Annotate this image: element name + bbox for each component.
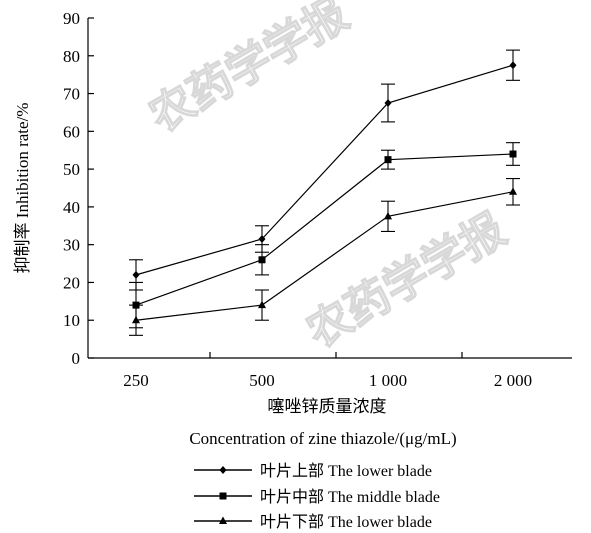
series-line [135, 191, 514, 321]
y-tick-label: 50 [63, 160, 80, 179]
y-ticks: 0 10 20 30 40 50 60 70 80 90 [63, 9, 94, 368]
legend-marker [219, 516, 227, 524]
legend-item-1: 叶片上部 The lower blade [194, 462, 432, 480]
data-point [258, 235, 266, 243]
legend-item-2: 叶片中部 The middle blade [194, 488, 440, 506]
legend-item-3: 叶片下部 The lower blade [194, 513, 432, 531]
y-tick-label: 20 [63, 273, 80, 292]
data-point [509, 61, 517, 70]
x-tick-label: 1 000 [369, 371, 407, 390]
plot-area: 0 10 20 30 40 50 60 70 80 90 250 500 1 000 2 000 [63, 9, 572, 390]
series-3 [129, 178, 520, 336]
y-tick-label: 90 [63, 9, 80, 28]
x-tick-label: 250 [123, 371, 149, 390]
watermark: 农药学学报 农药学学报 [140, 0, 515, 359]
watermark-text-2: 农药学学报 [298, 204, 514, 358]
x-tick-label: 500 [249, 371, 275, 390]
y-tick-label: 10 [63, 311, 80, 330]
y-tick-label: 0 [72, 349, 81, 368]
data-point [384, 99, 392, 107]
x-axis-title-line-2: Concentration of zine thiazole/(μg/mL) [189, 429, 456, 448]
legend-marker [219, 466, 227, 474]
legend-label: 叶片上部 The lower blade [260, 462, 432, 480]
data-point [384, 156, 392, 164]
data-point [509, 150, 517, 158]
watermark-text-1: 农药学学报 [141, 0, 357, 143]
x-tick-label: 2 000 [494, 371, 532, 390]
series-layer [129, 49, 520, 336]
legend-marker [219, 492, 227, 500]
legend-label: 叶片中部 The middle blade [260, 488, 440, 506]
legend: 叶片上部 The lower blade 叶片中部 The middle blad… [194, 462, 440, 531]
series-line [135, 153, 514, 306]
data-point [132, 315, 140, 324]
data-point [509, 187, 517, 195]
data-point [132, 270, 140, 279]
data-point [384, 211, 392, 220]
data-point [258, 256, 266, 264]
data-point [258, 300, 266, 309]
x-axis-title-line-1: 噻唑锌质量浓度 [268, 397, 387, 416]
y-tick-label: 80 [63, 47, 80, 66]
legend-label: 叶片下部 The lower blade [260, 513, 432, 531]
y-tick-label: 30 [63, 236, 80, 255]
y-tick-label: 70 [63, 85, 80, 104]
x-ticks: 250 500 1 000 2 000 [123, 352, 532, 390]
y-axis-title: 抑制率 Inhibition rate/% [13, 103, 32, 274]
y-tick-label: 60 [63, 122, 80, 141]
series-line [135, 64, 514, 276]
y-tick-label: 40 [63, 198, 80, 217]
